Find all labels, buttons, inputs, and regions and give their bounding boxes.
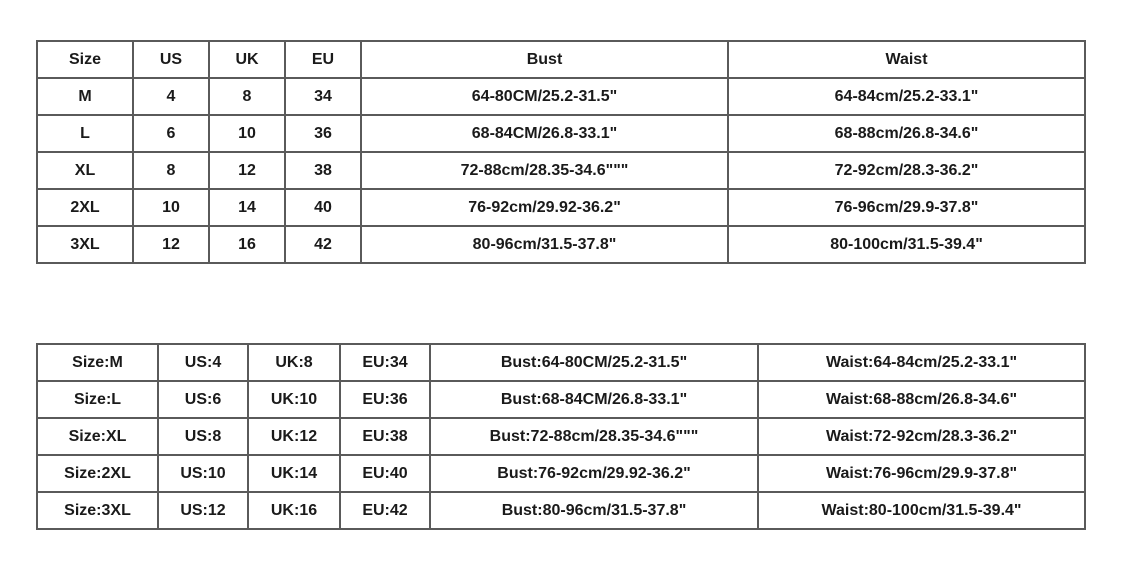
cell-us: US:12: [157, 491, 249, 530]
cell-us: 10: [132, 188, 210, 227]
cell-us: 6: [132, 114, 210, 153]
cell-waist: Waist:76-96cm/29.9-37.8": [757, 454, 1086, 493]
cell-eu: EU:40: [339, 454, 431, 493]
cell-bust: Bust:80-96cm/31.5-37.8": [429, 491, 759, 530]
table-row: Size:L US:6 UK:10 EU:36 Bust:68-84CM/26.8-33…: [36, 380, 1086, 419]
table-row: Size:M US:4 UK:8 EU:34 Bust:64-80CM/25.2-31.…: [36, 343, 1086, 382]
cell-us: 12: [132, 225, 210, 264]
cell-eu: EU:42: [339, 491, 431, 530]
cell-bust: 64-80CM/25.2-31.5": [360, 77, 729, 116]
table-row: XL 8 12 38 72-88cm/28.35-34.6""" 72-92cm/28.3…: [36, 151, 1086, 190]
header-row: Size US UK EU Bust Waist: [36, 40, 1086, 79]
cell-size: Size:XL: [36, 417, 159, 456]
cell-us: US:6: [157, 380, 249, 419]
cell-us: US:10: [157, 454, 249, 493]
cell-waist: Waist:72-92cm/28.3-36.2": [757, 417, 1086, 456]
table-row: Size:2XL US:10 UK:14 EU:40 Bust:76-92cm/29.9…: [36, 454, 1086, 493]
cell-bust: Bust:68-84CM/26.8-33.1": [429, 380, 759, 419]
cell-uk: UK: [208, 40, 286, 79]
cell-uk: UK:14: [247, 454, 341, 493]
cell-bust: Bust: [360, 40, 729, 79]
cell-size: XL: [36, 151, 134, 190]
cell-waist: 80-100cm/31.5-39.4": [727, 225, 1086, 264]
cell-bust: 68-84CM/26.8-33.1": [360, 114, 729, 153]
cell-waist: Waist: [727, 40, 1086, 79]
cell-eu: 42: [284, 225, 362, 264]
cell-waist: 68-88cm/26.8-34.6": [727, 114, 1086, 153]
cell-uk: 16: [208, 225, 286, 264]
cell-bust: Bust:72-88cm/28.35-34.6""": [429, 417, 759, 456]
cell-uk: 12: [208, 151, 286, 190]
cell-eu: 36: [284, 114, 362, 153]
cell-uk: UK:16: [247, 491, 341, 530]
cell-size: Size:L: [36, 380, 159, 419]
cell-uk: UK:10: [247, 380, 341, 419]
cell-waist: Waist:64-84cm/25.2-33.1": [757, 343, 1086, 382]
cell-uk: UK:8: [247, 343, 341, 382]
cell-waist: Waist:80-100cm/31.5-39.4": [757, 491, 1086, 530]
cell-size: M: [36, 77, 134, 116]
cell-uk: 8: [208, 77, 286, 116]
table-row: M 4 8 34 64-80CM/25.2-31.5" 64-84cm/25.2-33.1…: [36, 77, 1086, 116]
cell-us: US:4: [157, 343, 249, 382]
cell-waist: 76-96cm/29.9-37.8": [727, 188, 1086, 227]
cell-uk: UK:12: [247, 417, 341, 456]
cell-bust: Bust:76-92cm/29.92-36.2": [429, 454, 759, 493]
cell-uk: 14: [208, 188, 286, 227]
cell-eu: 34: [284, 77, 362, 116]
cell-bust: 76-92cm/29.92-36.2": [360, 188, 729, 227]
cell-bust: Bust:64-80CM/25.2-31.5": [429, 343, 759, 382]
cell-eu: 40: [284, 188, 362, 227]
size-chart-table-labeled: Size:M US:4 UK:8 EU:34 Bust:64-80CM/25.2-31.…: [36, 343, 1086, 530]
cell-size: 3XL: [36, 225, 134, 264]
size-chart-table: Size US UK EU Bust Waist M 4 8 34 64-80CM/25.2-31.…: [36, 40, 1086, 264]
cell-waist: 64-84cm/25.2-33.1": [727, 77, 1086, 116]
cell-uk: 10: [208, 114, 286, 153]
cell-eu: 38: [284, 151, 362, 190]
table-row: 2XL 10 14 40 76-92cm/29.92-36.2" 76-96cm/29.9…: [36, 188, 1086, 227]
cell-eu: EU:38: [339, 417, 431, 456]
table-row: Size:3XL US:12 UK:16 EU:42 Bust:80-96cm/31.5…: [36, 491, 1086, 530]
cell-size: 2XL: [36, 188, 134, 227]
cell-waist: Waist:68-88cm/26.8-34.6": [757, 380, 1086, 419]
table-row: 3XL 12 16 42 80-96cm/31.5-37.8" 80-100cm/31.5…: [36, 225, 1086, 264]
table-row: L 6 10 36 68-84CM/26.8-33.1" 68-88cm/26.8-34.…: [36, 114, 1086, 153]
cell-size: Size: [36, 40, 134, 79]
cell-us: US: [132, 40, 210, 79]
cell-us: 8: [132, 151, 210, 190]
cell-waist: 72-92cm/28.3-36.2": [727, 151, 1086, 190]
cell-size: Size:3XL: [36, 491, 159, 530]
cell-size: Size:M: [36, 343, 159, 382]
cell-us: US:8: [157, 417, 249, 456]
cell-eu: EU: [284, 40, 362, 79]
cell-size: Size:2XL: [36, 454, 159, 493]
cell-bust: 80-96cm/31.5-37.8": [360, 225, 729, 264]
cell-eu: EU:34: [339, 343, 431, 382]
cell-size: L: [36, 114, 134, 153]
cell-eu: EU:36: [339, 380, 431, 419]
table-row: Size:XL US:8 UK:12 EU:38 Bust:72-88cm/28.35-…: [36, 417, 1086, 456]
cell-us: 4: [132, 77, 210, 116]
cell-bust: 72-88cm/28.35-34.6""": [360, 151, 729, 190]
